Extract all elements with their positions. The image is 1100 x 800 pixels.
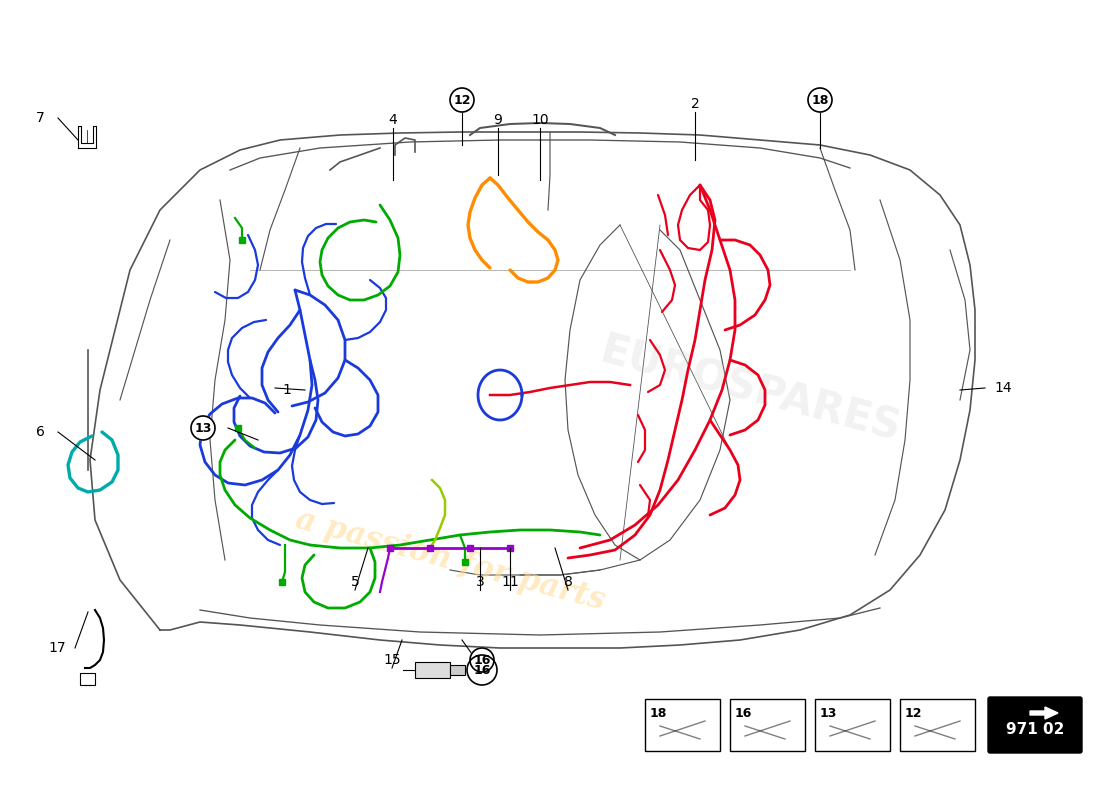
- Bar: [450, 665, 465, 675]
- Text: 11: 11: [502, 575, 519, 589]
- Text: EUROSPARES: EUROSPARES: [595, 330, 905, 450]
- Circle shape: [468, 655, 497, 685]
- Bar: [815, 699, 890, 751]
- Bar: [645, 699, 720, 751]
- Text: 1: 1: [283, 383, 292, 397]
- Circle shape: [808, 88, 832, 112]
- Text: 5: 5: [351, 575, 360, 589]
- Text: 18: 18: [650, 707, 668, 720]
- Text: 9: 9: [494, 113, 503, 127]
- Text: 4: 4: [388, 113, 397, 127]
- Circle shape: [191, 416, 214, 440]
- Text: 13: 13: [195, 422, 211, 434]
- Text: 10: 10: [531, 113, 549, 127]
- Text: 8: 8: [563, 575, 572, 589]
- Text: 17: 17: [48, 641, 66, 655]
- Bar: [415, 662, 450, 678]
- Bar: [730, 699, 805, 751]
- Text: 6: 6: [35, 425, 44, 439]
- Circle shape: [470, 648, 494, 672]
- FancyBboxPatch shape: [988, 697, 1082, 753]
- Text: 16: 16: [473, 663, 491, 677]
- Text: 14: 14: [994, 381, 1012, 395]
- Text: 3: 3: [475, 575, 484, 589]
- Text: 2: 2: [691, 97, 700, 111]
- Text: 18: 18: [812, 94, 828, 106]
- Polygon shape: [1030, 707, 1058, 719]
- Text: 15: 15: [383, 653, 400, 667]
- Text: 12: 12: [905, 707, 923, 720]
- Circle shape: [450, 88, 474, 112]
- Text: 16: 16: [735, 707, 752, 720]
- Text: a passion for parts: a passion for parts: [292, 504, 608, 616]
- Bar: [80, 673, 95, 685]
- Text: 971 02: 971 02: [1005, 722, 1064, 737]
- Text: 13: 13: [820, 707, 837, 720]
- Text: 12: 12: [453, 94, 471, 106]
- Text: 16: 16: [473, 654, 491, 666]
- Text: 7: 7: [35, 111, 44, 125]
- Bar: [900, 699, 975, 751]
